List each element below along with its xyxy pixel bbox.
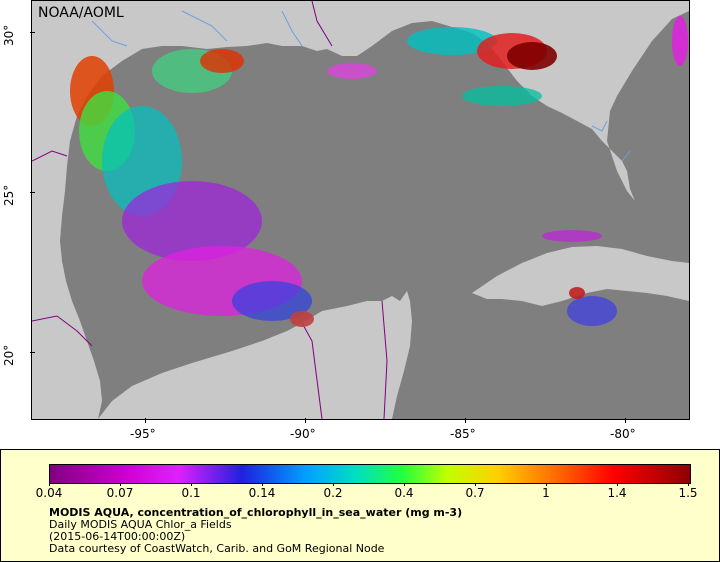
legend-courtesy: Data courtesy of CoastWatch, Carib. and … — [49, 542, 385, 555]
lon-tick-80 — [625, 418, 626, 423]
cb-tick-line-5 — [404, 483, 405, 486]
cb-tick-line-7 — [546, 483, 547, 486]
cb-tick-line-3 — [262, 483, 263, 486]
lon-label-90: -90° — [290, 427, 316, 441]
legend-time: (2015-06-14T00:00:00Z) — [49, 530, 186, 543]
yucatan-peninsula-land — [98, 291, 412, 419]
lon-tick-95 — [145, 418, 146, 423]
lat-label-25: 25° — [2, 184, 16, 206]
cb-tick-label-3: 0.14 — [248, 486, 276, 500]
rivers — [91, 10, 631, 162]
cb-tick-line-2 — [191, 483, 192, 486]
cb-tick-label-0: 0.04 — [35, 486, 63, 500]
map-area[interactable]: NOAA/AOML — [31, 0, 690, 420]
legend-panel: 0.04 0.07 0.1 0.14 0.2 0.4 0.7 1 1.4 1.5… — [0, 449, 720, 562]
cb-tick-label-2: 0.1 — [181, 486, 201, 500]
cb-tick-label-6: 0.7 — [465, 486, 485, 500]
lon-label-95: -95° — [130, 427, 156, 441]
credit-label: NOAA/AOML — [38, 5, 124, 21]
cb-tick-label-8: 1.4 — [607, 486, 627, 500]
lat-tick-25 — [30, 192, 35, 193]
cb-tick-label-4: 0.2 — [323, 486, 343, 500]
cb-tick-line-8 — [617, 483, 618, 486]
lat-label-30: 30° — [2, 24, 16, 46]
chlorophyll-patches — [70, 16, 688, 327]
lat-tick-30 — [30, 32, 35, 33]
cuba-land — [472, 246, 689, 306]
map-canvas — [32, 1, 689, 419]
us-gulf-coast-land — [32, 1, 689, 419]
country-borders — [32, 1, 388, 419]
lon-tick-85 — [465, 418, 466, 423]
legend-subtitle: Daily MODIS AQUA Chlor_a Fields — [49, 518, 232, 531]
lon-label-80: -80° — [610, 427, 636, 441]
lon-tick-90 — [305, 418, 306, 423]
cb-tick-label-7: 1 — [542, 486, 550, 500]
lon-label-85: -85° — [450, 427, 476, 441]
legend-title: MODIS AQUA, concentration_of_chlorophyll… — [49, 506, 463, 519]
cb-tick-line-9 — [688, 483, 689, 486]
lat-label-20: 20° — [2, 344, 16, 366]
cb-tick-line-4 — [333, 483, 334, 486]
colorbar — [49, 464, 691, 484]
cb-tick-label-5: 0.4 — [394, 486, 414, 500]
cb-tick-line-6 — [475, 483, 476, 486]
cb-tick-line-1 — [120, 483, 121, 486]
cb-tick-label-1: 0.07 — [106, 486, 134, 500]
lat-tick-20 — [30, 352, 35, 353]
cb-tick-line-0 — [49, 483, 50, 486]
cb-tick-label-9: 1.5 — [678, 486, 698, 500]
